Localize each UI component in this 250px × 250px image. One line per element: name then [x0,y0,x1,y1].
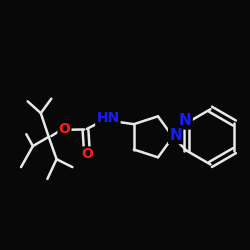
Text: O: O [81,148,93,162]
Text: N: N [179,114,192,128]
Text: O: O [58,122,70,136]
Text: N: N [169,128,182,143]
Text: HN: HN [96,112,120,126]
